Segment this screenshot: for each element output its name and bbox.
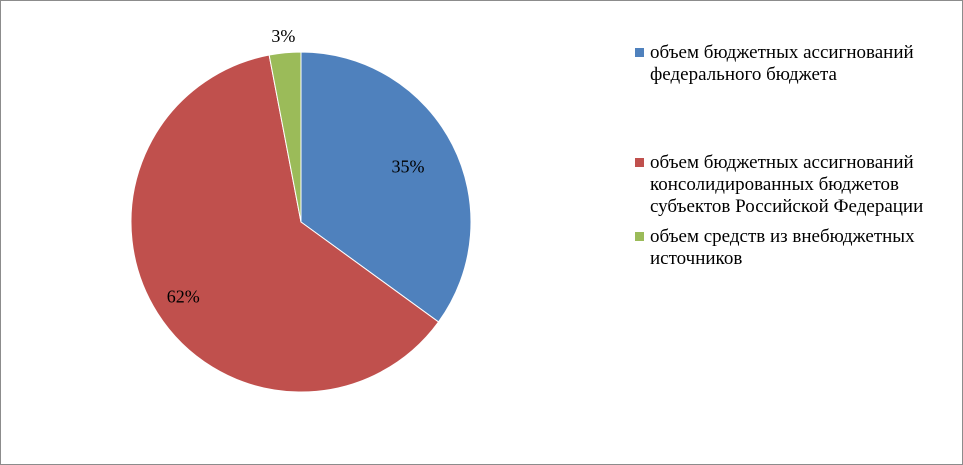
pie-slices	[130, 51, 472, 393]
pie-data-label: 3%	[271, 26, 295, 46]
legend: объем бюджетных ассигнований федеральног…	[633, 42, 953, 270]
legend-swatch	[635, 232, 644, 241]
legend-swatch	[635, 48, 644, 57]
pie-data-labels: 35% 62% 3%	[167, 26, 425, 307]
legend-label: объем бюджетных ассигнований федеральног…	[650, 42, 914, 85]
pie-data-label: 35%	[392, 156, 425, 176]
pie-slice	[130, 54, 440, 393]
legend-label: объем средств из внебюджетных источников	[650, 226, 915, 269]
pie-slice	[268, 51, 302, 223]
pie-data-label: 62%	[167, 287, 200, 307]
legend-label: объем бюджетных ассигнований консолидиро…	[650, 152, 924, 217]
pie-slice	[300, 51, 472, 323]
legend-item: объем бюджетных ассигнований федеральног…	[633, 42, 953, 86]
legend-item: объем средств из внебюджетных источников	[633, 226, 953, 270]
legend-item: объем бюджетных ассигнований консолидиро…	[633, 152, 953, 218]
legend-swatch	[635, 158, 644, 167]
